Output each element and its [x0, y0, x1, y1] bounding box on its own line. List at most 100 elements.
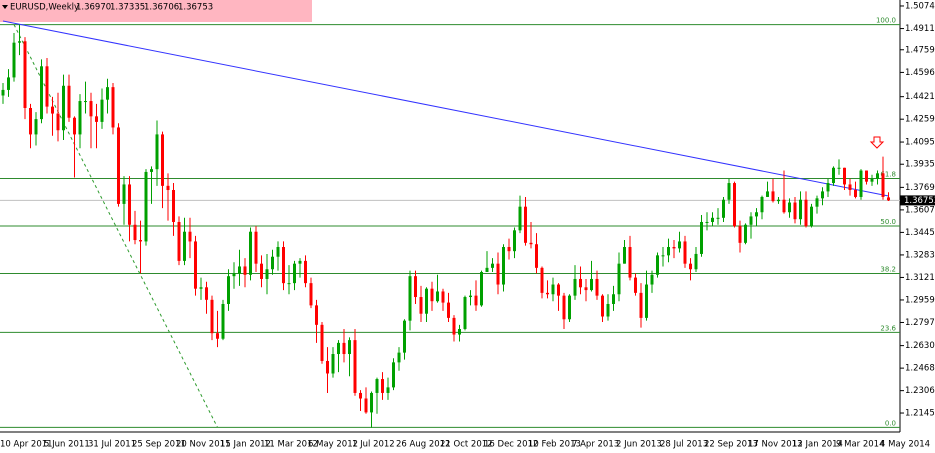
candle-body — [84, 101, 87, 103]
candle-body — [469, 295, 472, 298]
candle-body — [436, 291, 439, 302]
candle-body — [887, 197, 890, 201]
candle-body — [392, 362, 395, 388]
candle-body — [441, 291, 445, 303]
candle-body — [111, 87, 115, 128]
candle-body — [12, 42, 16, 78]
candle-body — [595, 278, 599, 296]
y-tick-label: 1.23065 — [905, 386, 935, 396]
candle-body — [804, 199, 808, 227]
candle-body — [326, 360, 329, 374]
x-tick-label: 11 Mar 2012 — [264, 440, 318, 450]
candle-body — [474, 295, 478, 306]
candle-body — [722, 199, 725, 218]
candle-body — [408, 276, 412, 321]
x-tick-label: 16 Dec 2012 — [484, 440, 538, 450]
candle-body — [848, 184, 852, 191]
candle-body — [837, 167, 841, 169]
header-symbol: EURUSD,Weekly — [10, 3, 79, 13]
candle-body — [480, 272, 483, 306]
candle-body — [826, 183, 830, 192]
sell-arrow — [869, 136, 885, 149]
candle-body — [782, 199, 786, 213]
header-quote: 1.37335 — [110, 3, 145, 13]
candle-body — [529, 242, 533, 245]
candle-body — [491, 263, 494, 268]
candle-body — [23, 41, 27, 108]
candle-body — [155, 134, 159, 170]
candle-body — [425, 288, 428, 314]
candle-body — [254, 231, 258, 264]
candle-body — [403, 320, 406, 353]
candle-body — [540, 267, 544, 293]
candle-body — [634, 277, 637, 293]
candle-body — [381, 379, 384, 393]
candle-body — [557, 284, 560, 296]
candle-body — [854, 190, 857, 197]
candle-body — [194, 241, 197, 289]
x-tick-label: 4 May 2014 — [880, 440, 930, 450]
candle-body — [524, 206, 527, 243]
candle-body — [276, 246, 280, 257]
x-tick-label: 6 May 2012 — [308, 440, 358, 450]
candle-body — [507, 246, 511, 252]
y-tick-label: 1.39355 — [905, 160, 935, 170]
candle-body — [727, 183, 731, 200]
candle-body — [150, 169, 153, 172]
candle-body — [40, 66, 43, 120]
candle-body — [832, 167, 835, 184]
candle-body — [7, 77, 10, 90]
candle-body — [639, 292, 643, 318]
candle-body — [793, 202, 797, 220]
candle-body — [617, 263, 621, 295]
candle-body — [100, 99, 104, 122]
candle-body — [672, 246, 676, 249]
candle-body — [172, 190, 175, 222]
header-quote: 1.36970 — [76, 3, 111, 13]
candle-body — [815, 198, 819, 207]
candle-body — [870, 178, 874, 182]
candle-body — [590, 278, 593, 291]
candle-body — [601, 295, 604, 317]
candle-body — [744, 224, 747, 243]
candle-body — [320, 324, 324, 361]
candle-body — [293, 263, 296, 284]
candle-body — [606, 303, 610, 317]
candle-body — [287, 283, 291, 285]
candle-body — [34, 119, 38, 135]
candle-body — [579, 278, 582, 288]
candle-body — [78, 101, 82, 135]
x-tick-label: 1 Jul 2012 — [352, 440, 395, 450]
candle-body — [876, 173, 879, 179]
candle-body — [144, 171, 148, 242]
candle-body — [221, 303, 225, 339]
candle-body — [265, 269, 269, 279]
candle-body — [535, 244, 538, 268]
candle-body — [122, 184, 126, 204]
candle-body — [397, 352, 401, 363]
candle-body — [304, 260, 307, 284]
candle-body — [788, 202, 791, 213]
y-tick-label: 1.50740 — [905, 1, 935, 11]
candle-body — [689, 263, 692, 270]
header-quote: 1.36706 — [144, 3, 179, 13]
candle-body — [331, 354, 335, 374]
current-price-label: 1.36753 — [904, 196, 935, 206]
fib-label: 50.0 — [880, 218, 896, 226]
candle-body — [216, 333, 219, 339]
candle-body — [89, 101, 93, 117]
candle-body — [518, 206, 522, 231]
menu-arrow[interactable] — [2, 5, 8, 9]
candle-body — [771, 191, 775, 202]
candle-body — [282, 246, 285, 284]
candle-body — [760, 196, 764, 213]
candle-body — [238, 266, 241, 274]
candle-body — [755, 212, 758, 217]
x-tick-label: 17 Nov 2013 — [748, 440, 802, 450]
y-tick-label: 1.26305 — [905, 341, 935, 351]
fib-label: 38.2 — [880, 266, 896, 274]
candle-body — [485, 267, 489, 273]
candle-body — [821, 191, 824, 199]
current-price-box — [900, 195, 935, 206]
